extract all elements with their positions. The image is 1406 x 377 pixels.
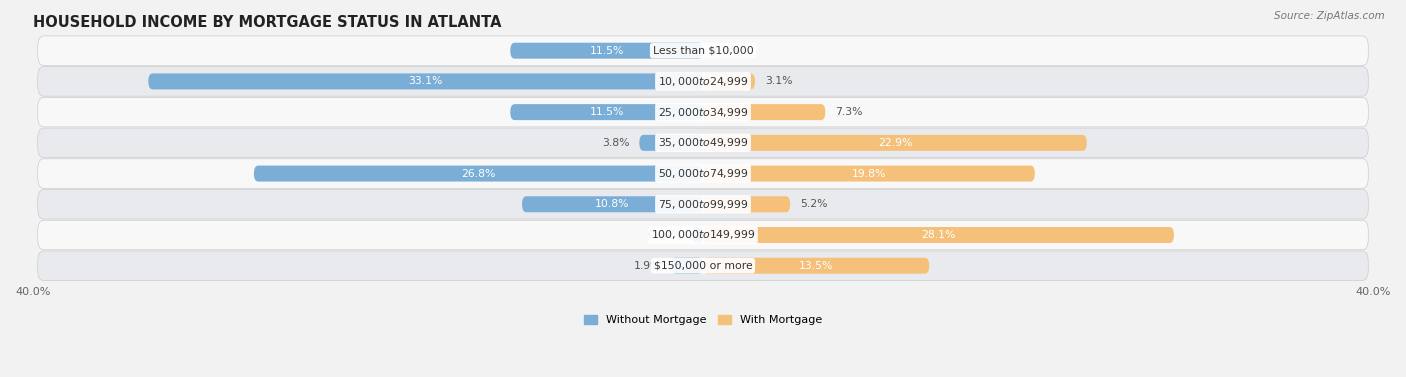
FancyBboxPatch shape xyxy=(38,159,1368,188)
FancyBboxPatch shape xyxy=(671,258,703,274)
Text: 26.8%: 26.8% xyxy=(461,169,496,179)
FancyBboxPatch shape xyxy=(703,196,790,212)
Text: 11.5%: 11.5% xyxy=(589,46,624,56)
Text: 3.8%: 3.8% xyxy=(602,138,630,148)
FancyBboxPatch shape xyxy=(703,227,1174,243)
Text: $150,000 or more: $150,000 or more xyxy=(654,261,752,271)
Text: 33.1%: 33.1% xyxy=(409,77,443,86)
FancyBboxPatch shape xyxy=(148,74,703,89)
FancyBboxPatch shape xyxy=(510,43,703,59)
FancyBboxPatch shape xyxy=(38,220,1368,250)
Legend: Without Mortgage, With Mortgage: Without Mortgage, With Mortgage xyxy=(579,310,827,329)
Text: 3.1%: 3.1% xyxy=(765,77,793,86)
Text: 28.1%: 28.1% xyxy=(921,230,956,240)
Text: Less than $10,000: Less than $10,000 xyxy=(652,46,754,56)
FancyBboxPatch shape xyxy=(38,190,1368,219)
Text: HOUSEHOLD INCOME BY MORTGAGE STATUS IN ATLANTA: HOUSEHOLD INCOME BY MORTGAGE STATUS IN A… xyxy=(32,15,501,30)
Text: Source: ZipAtlas.com: Source: ZipAtlas.com xyxy=(1274,11,1385,21)
FancyBboxPatch shape xyxy=(692,227,703,243)
FancyBboxPatch shape xyxy=(38,128,1368,158)
FancyBboxPatch shape xyxy=(254,166,703,182)
Text: 1.9%: 1.9% xyxy=(634,261,661,271)
Text: 5.2%: 5.2% xyxy=(800,199,828,209)
Text: 22.9%: 22.9% xyxy=(877,138,912,148)
FancyBboxPatch shape xyxy=(703,135,1087,151)
Text: 13.5%: 13.5% xyxy=(799,261,834,271)
FancyBboxPatch shape xyxy=(510,104,703,120)
Text: 10.8%: 10.8% xyxy=(595,199,630,209)
Text: $75,000 to $99,999: $75,000 to $99,999 xyxy=(658,198,748,211)
FancyBboxPatch shape xyxy=(703,258,929,274)
FancyBboxPatch shape xyxy=(522,196,703,212)
FancyBboxPatch shape xyxy=(38,67,1368,96)
FancyBboxPatch shape xyxy=(38,36,1368,66)
Text: 19.8%: 19.8% xyxy=(852,169,886,179)
Text: 0.64%: 0.64% xyxy=(648,230,682,240)
FancyBboxPatch shape xyxy=(38,97,1368,127)
FancyBboxPatch shape xyxy=(703,166,1035,182)
Text: 0.0%: 0.0% xyxy=(713,46,741,56)
Text: $25,000 to $34,999: $25,000 to $34,999 xyxy=(658,106,748,119)
Text: $100,000 to $149,999: $100,000 to $149,999 xyxy=(651,228,755,242)
Text: 11.5%: 11.5% xyxy=(589,107,624,117)
Text: 7.3%: 7.3% xyxy=(835,107,863,117)
FancyBboxPatch shape xyxy=(703,104,825,120)
Text: $50,000 to $74,999: $50,000 to $74,999 xyxy=(658,167,748,180)
Text: $10,000 to $24,999: $10,000 to $24,999 xyxy=(658,75,748,88)
Text: $35,000 to $49,999: $35,000 to $49,999 xyxy=(658,136,748,149)
FancyBboxPatch shape xyxy=(640,135,703,151)
FancyBboxPatch shape xyxy=(703,74,755,89)
FancyBboxPatch shape xyxy=(38,251,1368,280)
